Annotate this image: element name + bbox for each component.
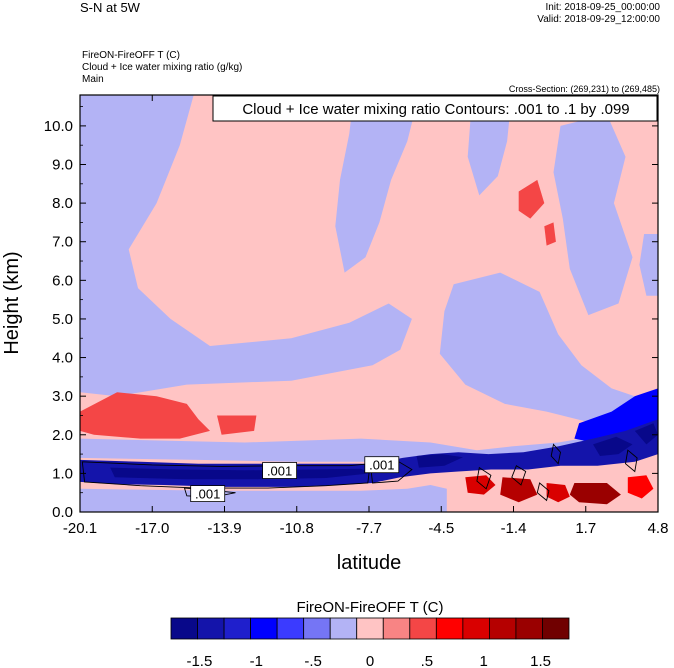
y-tick-label: 1.0 [52, 465, 73, 482]
region-surface-warm-c [546, 483, 570, 503]
colorbar-cell [542, 617, 570, 640]
colorbar-cell [276, 617, 305, 640]
y-tick-label: 7.0 [52, 234, 73, 251]
colorbar-cell [435, 617, 464, 640]
colorbar-cell [382, 617, 411, 640]
colorbar-cell [515, 617, 543, 640]
colorbar-cell [223, 617, 252, 640]
contour-label-box [190, 485, 226, 503]
region-surface-warm-e [627, 475, 654, 499]
colorbar-cell [462, 617, 490, 640]
x-tick-label: 4.8 [648, 520, 669, 537]
y-tick-label: 5.0 [52, 311, 73, 328]
field-label-temperature: FireON-FireOFF T (C) [82, 50, 180, 61]
region-surface-warm-a [465, 475, 496, 495]
y-tick-label: 0.0 [52, 504, 73, 521]
region-mid-right-cool [439, 272, 658, 428]
contour-label-box [262, 462, 298, 479]
colorbar-tick-label: -1.5 [186, 653, 212, 668]
contour-label: .001 [267, 464, 292, 479]
region-right-cool-blob-2 [634, 423, 658, 445]
contour-labels: .001 .001 .001 [190, 456, 400, 503]
region-upper-left-cool [80, 95, 412, 397]
y-axis-label: Height (km) [1, 251, 23, 354]
colorbar-cell [409, 617, 437, 640]
colorbar [170, 617, 570, 640]
colorbar-cell [170, 617, 198, 640]
region-lower-middle-warm [217, 415, 257, 435]
x-tick-label: 1.7 [575, 520, 596, 537]
colorbar-cell [488, 617, 517, 640]
contour-label: .001 [369, 458, 394, 473]
field-label-domain: Main [82, 74, 104, 85]
colorbar-cell [250, 617, 278, 640]
colorbar-cell [329, 617, 358, 640]
y-tick-label: 4.0 [52, 350, 73, 367]
contour-annotation-box [212, 95, 658, 122]
y-axis-ticks: 0.0 1.0 2.0 3.0 4.0 5.0 6.0 7.0 8.0 9.0 10.0 [44, 106, 658, 521]
cross-section-label: Cross-Section: (269,231) to (269,485) [508, 84, 660, 94]
region-core-cool [110, 467, 371, 480]
x-tick-label: -1.4 [501, 520, 527, 537]
region-upper-warm-b [544, 222, 556, 246]
contour-blob-2 [550, 443, 561, 465]
region-lower-left-warm [80, 392, 210, 439]
x-axis-ticks: -20.1 -17.0 -13.9 -10.8 -7.7 -4.5 -1.4 1.7 4.8 [63, 95, 669, 537]
colorbar-ticks: -1.5 -1 -.5 0 .5 1 1.5 [186, 653, 551, 668]
valid-time: Valid: 2018-09-29_12:00:00 [537, 14, 660, 25]
region-surface-warm-d [569, 483, 621, 505]
y-tick-label: 10.0 [44, 118, 73, 135]
region-upper-warm-a [518, 179, 545, 219]
main-title: S-N at 5W [80, 0, 140, 15]
y-tick-label: 3.0 [52, 388, 73, 405]
x-tick-label: -20.1 [63, 520, 97, 537]
y-tick-label: 6.0 [52, 272, 73, 289]
colorbar-cell [356, 617, 384, 640]
contour-blob-5 [476, 466, 492, 490]
y-tick-label: 9.0 [52, 157, 73, 174]
x-tick-label: -4.5 [428, 520, 454, 537]
contour-label: .001 [195, 487, 220, 502]
contour-blob-1 [511, 465, 527, 486]
contour-blob-3 [625, 449, 638, 473]
region-surface-cool [80, 485, 447, 512]
colorbar-tick-label: .5 [421, 653, 434, 668]
colorbar-cell [303, 617, 331, 640]
colorbar-tick-label: 0 [366, 653, 374, 668]
region-right-cool-blob-1 [593, 436, 633, 456]
y-tick-label: 8.0 [52, 195, 73, 212]
colorbar-tick-label: -.5 [304, 653, 322, 668]
region-upper-middle-cool [335, 95, 419, 273]
contour-annotation: Cloud + Ice water mixing ratio Contours:… [242, 101, 629, 118]
temperature-difference-field [80, 95, 658, 512]
contour-label-box [364, 456, 400, 474]
x-axis-label: latitude [337, 552, 402, 574]
contour-main-band [81, 461, 371, 489]
region-surface-warm-b [500, 477, 538, 503]
field-label-cloud-water: Cloud + Ice water mixing ratio (g/kg) [82, 62, 243, 73]
colorbar-title: FireON-FireOFF T (C) [297, 599, 444, 616]
x-tick-label: -7.7 [356, 520, 382, 537]
region-strong-cool-band [80, 419, 658, 487]
colorbar-tick-label: 1.5 [530, 653, 551, 668]
x-tick-label: -17.0 [135, 520, 169, 537]
colorbar-tick-label: -1 [250, 653, 263, 668]
x-tick-label: -10.8 [280, 520, 314, 537]
region-core-cool-right [416, 454, 463, 468]
x-tick-label: -13.9 [207, 520, 241, 537]
y-tick-label: 2.0 [52, 427, 73, 444]
colorbar-cell [197, 617, 225, 640]
region-upper-right-cool-2 [553, 114, 633, 316]
init-time: Init: 2018-09-25_00:00:00 [545, 2, 660, 13]
contour-blob-4 [536, 482, 550, 502]
colorbar-tick-label: 1 [480, 653, 488, 668]
